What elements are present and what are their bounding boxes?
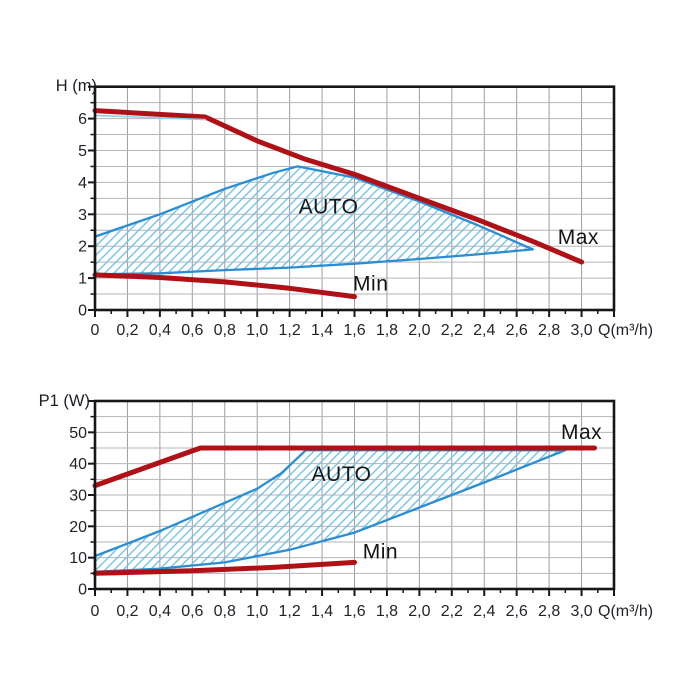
axis-ticks — [88, 85, 615, 317]
annotation-max: Max — [561, 421, 602, 444]
max-guide-curve — [94, 114, 207, 121]
x-tick-label: 1,4 — [311, 322, 333, 339]
x-tick-label: 0,8 — [214, 322, 236, 339]
y-tick-label: 20 — [69, 519, 87, 536]
x-tick-label: 0,6 — [181, 603, 203, 620]
y-tick-labels: 0 1 2 3 4 5 6 — [78, 111, 87, 319]
x-tick-label: 0 — [91, 322, 100, 339]
y-tick-label: 40 — [69, 456, 87, 473]
y-tick-label: 30 — [69, 488, 87, 505]
x-tick-label: 1,6 — [343, 603, 365, 620]
auto-region — [93, 449, 567, 573]
annotation-max: Max — [558, 226, 599, 249]
max-curve — [92, 108, 585, 265]
y-tick-label: 50 — [69, 425, 87, 442]
x-tick-labels: 0 0,2 0,4 0,6 0,8 1,0 1,2 1,4 1,6 1,8 2,0 2,2 2,4 2,6… — [91, 603, 593, 620]
x-tick-label: 2,0 — [408, 603, 430, 620]
x-tick-label: 1,2 — [279, 322, 301, 339]
y-tick-label: 5 — [78, 143, 87, 160]
x-tick-label: 2,2 — [441, 322, 463, 339]
head-flow-chart: 0 0,2 0,4 0,6 0,8 1,0 1,2 1,4 1,6 1,8 2,0 2,2 2,4 2,6… — [56, 77, 653, 339]
power-flow-chart: 0 0,2 0,4 0,6 0,8 1,0 1,2 1,4 1,6 1,8 2,0 2,2 2,4 2,6… — [39, 392, 653, 620]
x-tick-label: 2,4 — [473, 603, 495, 620]
x-tick-label: 3,0 — [570, 603, 592, 620]
y-tick-label: 1 — [78, 271, 87, 288]
x-tick-label: 0,6 — [181, 322, 203, 339]
x-tick-label: 0,8 — [214, 603, 236, 620]
x-tick-label: 2,4 — [473, 322, 495, 339]
x-tick-label: 0,2 — [116, 322, 138, 339]
min-curve — [92, 559, 357, 576]
annotation-auto: AUTO — [312, 463, 372, 486]
x-tick-label: 2,0 — [408, 322, 430, 339]
x-tick-label: 1,0 — [246, 322, 268, 339]
y-axis-title: H (m) — [56, 77, 97, 95]
x-tick-label: 2,6 — [506, 322, 528, 339]
x-tick-label: 3,0 — [570, 322, 592, 339]
y-tick-label: 6 — [78, 111, 87, 128]
x-tick-label: 2,6 — [506, 603, 528, 620]
x-tick-label: 0,4 — [149, 322, 171, 339]
y-tick-label: 10 — [69, 550, 87, 567]
y-tick-label: 2 — [78, 239, 87, 256]
x-tick-label: 0,4 — [149, 603, 171, 620]
annotation-min: Min — [353, 272, 388, 295]
x-tick-label: 0 — [91, 603, 100, 620]
annotation-auto: AUTO — [299, 196, 359, 219]
min-curve — [92, 272, 357, 300]
y-tick-labels: 0 10 20 30 40 50 — [69, 425, 87, 599]
auto-region — [93, 165, 535, 276]
x-tick-label: 0,2 — [116, 603, 138, 620]
y-tick-label: 3 — [78, 207, 87, 224]
axis-ticks — [88, 400, 615, 596]
x-axis-unit-label: Q(m³/h) — [598, 322, 653, 339]
x-tick-label: 2,2 — [441, 603, 463, 620]
max-curve — [92, 445, 597, 489]
x-tick-label: 1,2 — [279, 603, 301, 620]
x-tick-label: 1,4 — [311, 603, 333, 620]
x-tick-label: 1,8 — [376, 603, 398, 620]
y-tick-label: 4 — [78, 175, 87, 192]
x-tick-label: 1,6 — [343, 322, 365, 339]
x-tick-labels: 0 0,2 0,4 0,6 0,8 1,0 1,2 1,4 1,6 1,8 2,0 2,2 2,4 2,6… — [91, 322, 593, 339]
y-tick-label: 0 — [78, 303, 87, 320]
y-tick-label: 0 — [78, 582, 87, 599]
x-tick-label: 1,8 — [376, 322, 398, 339]
x-tick-label: 2,8 — [538, 603, 560, 620]
y-axis-title: P1 (W) — [39, 392, 90, 410]
x-tick-label: 1,0 — [246, 603, 268, 620]
x-tick-label: 2,8 — [538, 322, 560, 339]
x-axis-unit-label: Q(m³/h) — [598, 603, 653, 620]
annotation-min: Min — [363, 540, 398, 563]
